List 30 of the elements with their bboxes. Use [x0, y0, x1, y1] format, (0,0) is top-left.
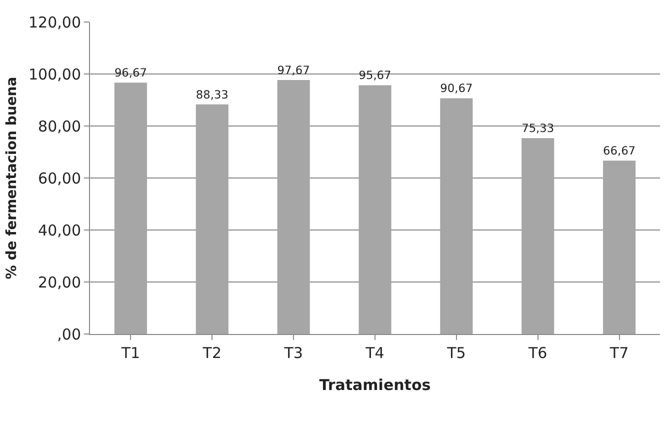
x-tick-label: T7 [608, 344, 629, 362]
x-tick-label: T3 [283, 344, 303, 362]
bar [522, 138, 554, 334]
data-label: 88,33 [196, 87, 228, 102]
bar [114, 82, 147, 334]
data-label: 90,67 [440, 81, 473, 96]
data-label: 66,67 [603, 144, 636, 158]
y-tick-label: 40,00 [38, 221, 81, 240]
x-tick-label: T5 [446, 344, 466, 362]
y-tick-label: 80,00 [38, 117, 81, 136]
x-tick-label: T6 [528, 344, 548, 362]
y-tick-label: 100,00 [28, 65, 81, 84]
bar [196, 104, 228, 334]
y-tick-label: ,00 [57, 325, 81, 344]
x-axis-title: Tratamientos [319, 376, 431, 394]
data-label: 96,67 [114, 66, 147, 80]
y-tick-label: 120,00 [28, 13, 81, 32]
data-label: 97,67 [277, 63, 310, 78]
data-label: 95,67 [358, 68, 392, 82]
x-tick-label: T1 [120, 344, 140, 362]
data-label: 75,33 [522, 121, 554, 136]
x-tick-label: T4 [364, 344, 384, 362]
bar [277, 80, 310, 334]
y-tick-label: 60,00 [38, 169, 81, 188]
y-axis-title: % de fermentacion buena [4, 76, 20, 280]
bar [603, 160, 636, 334]
bar [358, 85, 392, 334]
x-tick-label: T2 [202, 344, 222, 362]
y-tick-label: 20,00 [38, 273, 81, 292]
bar [440, 98, 473, 334]
